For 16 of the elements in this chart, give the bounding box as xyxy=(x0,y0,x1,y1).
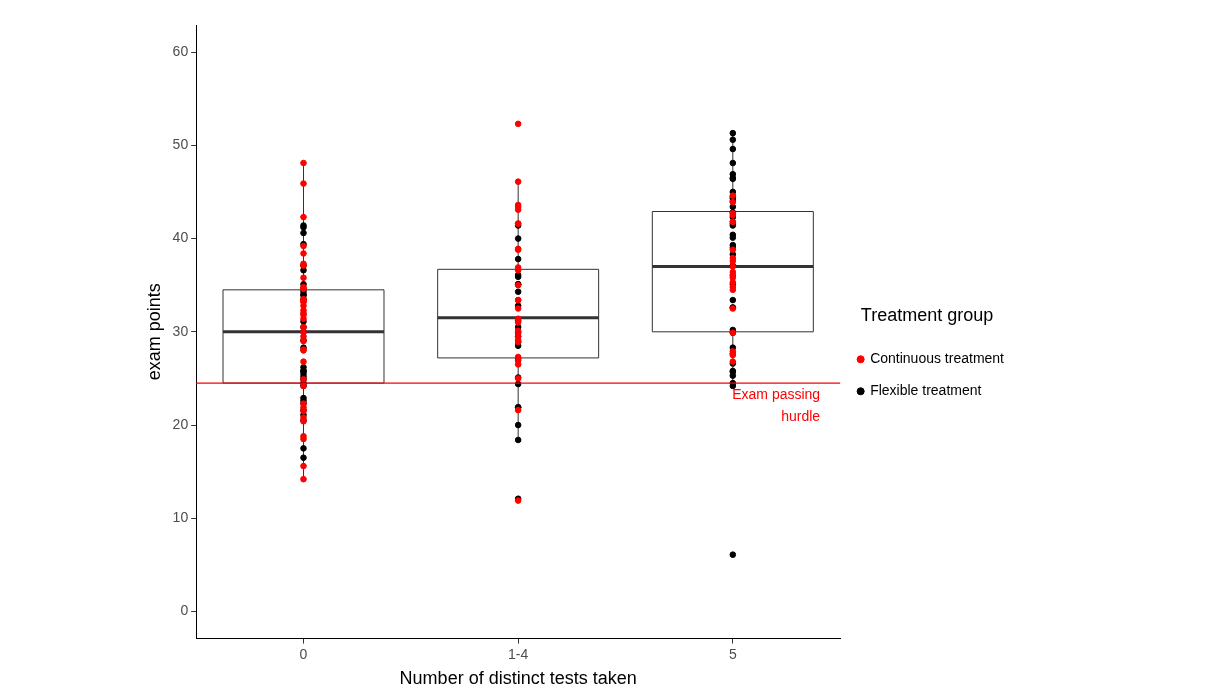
legend-label: Flexible treatment xyxy=(870,382,982,399)
y-tick-label: 0 xyxy=(180,602,189,619)
y-tick-label: 20 xyxy=(172,415,189,432)
legend-title: Treatment group xyxy=(860,304,994,325)
y-tick-label: 30 xyxy=(172,322,189,339)
x-axis-title: Number of distinct tests taken xyxy=(399,668,637,689)
legend-label: Continuous treatment xyxy=(870,350,1005,367)
x-tick-label: 1-4 xyxy=(508,645,529,662)
x-tick-label: 0 xyxy=(299,645,308,662)
y-axis-title: exam points xyxy=(143,283,164,381)
y-tick-label: 50 xyxy=(172,136,189,153)
y-tick-label: 40 xyxy=(172,229,189,246)
y-tick-label: 10 xyxy=(172,509,189,526)
ref-line-label: Exam passing hurdle xyxy=(732,385,821,424)
x-tick-label: 5 xyxy=(728,645,737,662)
y-tick-label: 60 xyxy=(172,42,189,59)
